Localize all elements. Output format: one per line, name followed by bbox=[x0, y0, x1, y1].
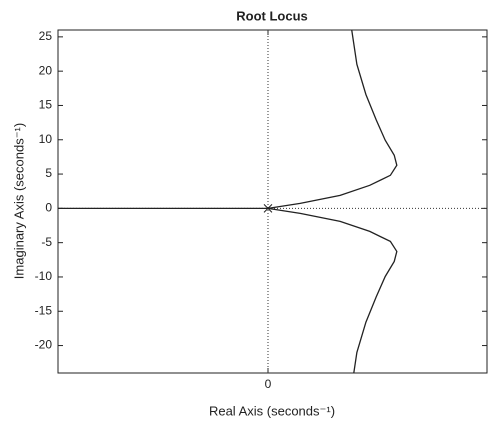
y-tick-label: -20 bbox=[35, 338, 53, 352]
y-tick-label: 10 bbox=[39, 132, 53, 146]
y-tick-label: 15 bbox=[39, 98, 53, 112]
y-tick-label: -15 bbox=[35, 303, 53, 317]
y-tick-label: 5 bbox=[45, 166, 52, 180]
chart-title: Root Locus bbox=[236, 8, 308, 23]
x-tick-label: 0 bbox=[265, 377, 272, 391]
y-tick-label: -5 bbox=[41, 235, 52, 249]
y-tick-label: 25 bbox=[39, 29, 53, 43]
y-tick-label: -10 bbox=[35, 269, 53, 283]
plot-frame bbox=[57, 29, 488, 374]
pole-marker bbox=[263, 204, 273, 213]
y-tick-label: 0 bbox=[45, 201, 52, 215]
x-axis-label: Real Axis (seconds⁻¹) bbox=[209, 403, 335, 418]
y-axis-label: Imaginary Axis (seconds⁻¹) bbox=[11, 123, 26, 279]
locus-branch bbox=[267, 207, 398, 373]
locus-branch bbox=[267, 30, 398, 210]
y-tick-label: 20 bbox=[39, 63, 53, 77]
